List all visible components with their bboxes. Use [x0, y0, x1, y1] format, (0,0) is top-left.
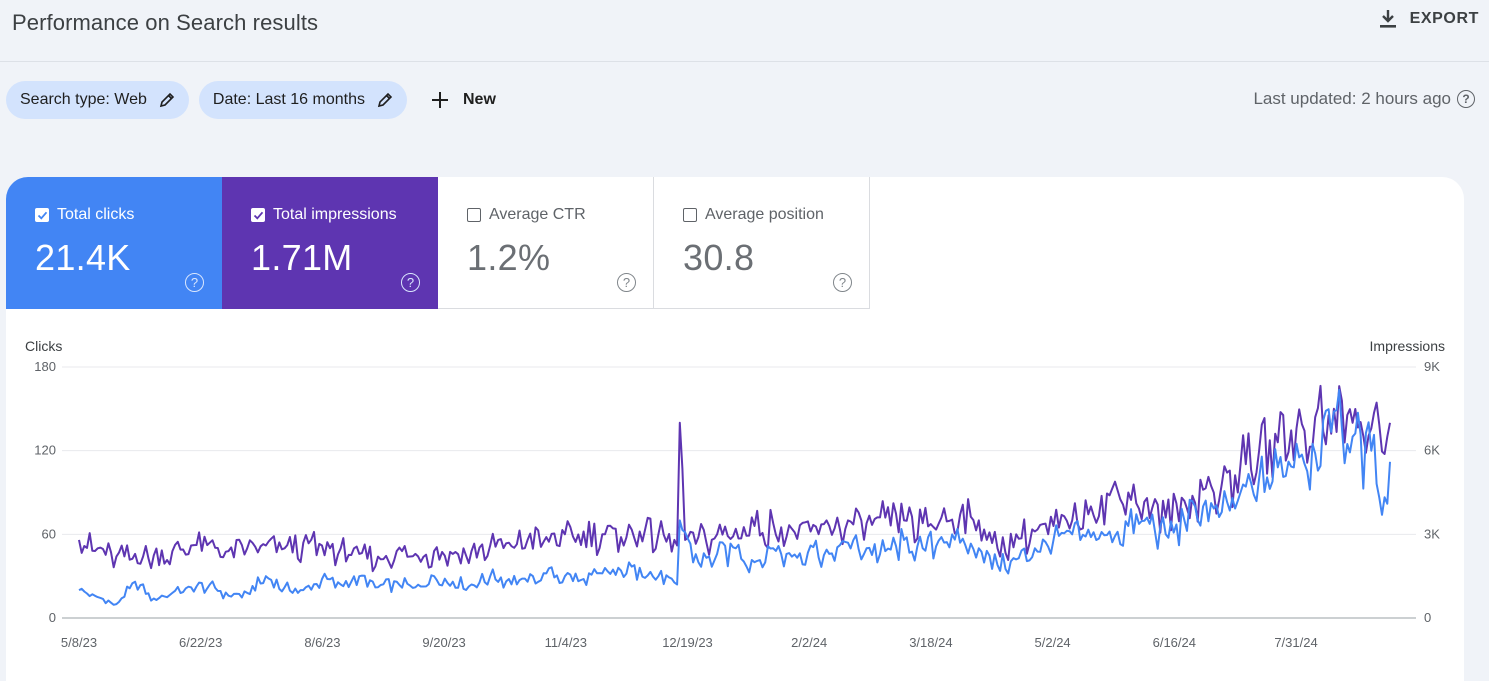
total-clicks-value: 21.4K: [35, 237, 131, 278]
right-axis-tick-label: 9K: [1424, 359, 1440, 374]
help-icon[interactable]: ?: [833, 273, 852, 292]
total-impressions-checkbox[interactable]: [251, 208, 265, 222]
search-type-filter-label: Search type: Web: [20, 91, 147, 108]
average-position-checkbox[interactable]: [683, 208, 697, 222]
x-axis-tick-label: 5/8/23: [61, 635, 97, 650]
right-axis-tick-label: 3K: [1424, 526, 1440, 541]
x-axis-tick-label: 8/6/23: [304, 635, 340, 650]
total-clicks-checkbox[interactable]: [35, 208, 49, 222]
check-icon: [253, 211, 263, 220]
x-axis-tick-label: 6/16/24: [1153, 635, 1196, 650]
download-icon: [1379, 10, 1396, 28]
edit-pencil-icon: [159, 92, 175, 108]
page-title: Performance on Search results: [12, 10, 319, 35]
total-clicks-label-row: Total clicks: [35, 206, 134, 224]
export-label: EXPORT: [1409, 10, 1479, 27]
metric-tabs: Total clicks 21.4K ? Total impressions 1…: [6, 177, 870, 309]
left-axis-title: Clicks: [25, 338, 62, 354]
x-axis-tick-label: 7/31/24: [1274, 635, 1317, 650]
average-position-value: 30.8: [683, 237, 755, 278]
date-filter-label: Date: Last 16 months: [212, 91, 365, 108]
average-position-label: Average position: [705, 206, 824, 223]
left-axis-tick-label: 60: [42, 526, 56, 541]
new-filter-label: New: [462, 91, 496, 108]
edit-pencil-icon: [377, 92, 393, 108]
average-position-label-row: Average position: [683, 206, 824, 224]
clicks-series-line: [78, 388, 1391, 606]
total-impressions-label: Total impressions: [273, 206, 397, 223]
right-axis-tick-label: 6K: [1424, 443, 1440, 458]
help-icon[interactable]: ?: [617, 273, 636, 292]
check-icon: [37, 211, 47, 220]
right-axis-title: Impressions: [1370, 338, 1445, 354]
performance-card: 180 9K 120 6K 60 3K 0 0 Clicks Impressions 5/8/23 6…: [6, 177, 1464, 681]
last-updated-text: Last updated: 2 hours ago: [1253, 89, 1451, 108]
last-updated: Last updated: 2 hours ago ?: [1253, 89, 1475, 109]
total-clicks-label: Total clicks: [57, 206, 135, 223]
total-impressions-label-row: Total impressions: [251, 206, 397, 224]
average-ctr-label-row: Average CTR: [467, 206, 586, 224]
impressions-series-line: [78, 384, 1391, 573]
help-icon[interactable]: ?: [185, 273, 204, 292]
help-icon[interactable]: ?: [1457, 90, 1475, 108]
average-ctr-label: Average CTR: [489, 206, 586, 223]
right-axis-tick-label: 0: [1424, 610, 1431, 625]
x-axis-tick-label: 3/18/24: [909, 635, 952, 650]
average-ctr-checkbox[interactable]: [467, 208, 481, 222]
total-clicks-metric-card[interactable]: Total clicks 21.4K ?: [6, 177, 222, 309]
search-type-filter-chip[interactable]: Search type: Web: [6, 81, 189, 119]
plus-icon: [431, 92, 448, 108]
performance-chart: 180 9K 120 6K 60 3K 0 0 Clicks Impressions 5/8/23 6…: [25, 338, 1445, 650]
total-impressions-value: 1.71M: [251, 237, 353, 278]
x-axis-tick-label: 9/20/23: [422, 635, 465, 650]
filter-bar: Search type: Web Date: Last 16 months Ne…: [6, 81, 508, 119]
export-button[interactable]: EXPORT: [1378, 8, 1479, 30]
date-filter-chip[interactable]: Date: Last 16 months: [198, 81, 407, 119]
average-ctr-metric-card[interactable]: Average CTR 1.2% ?: [438, 177, 654, 309]
x-axis-tick-label: 5/2/24: [1035, 635, 1071, 650]
left-axis-tick-label: 120: [34, 443, 56, 458]
x-axis-tick-label: 11/4/23: [545, 635, 587, 650]
left-axis-tick-label: 180: [34, 359, 56, 374]
help-icon[interactable]: ?: [401, 273, 420, 292]
page-header: Performance on Search results EXPORT: [0, 0, 1489, 62]
total-impressions-metric-card[interactable]: Total impressions 1.71M ?: [222, 177, 438, 309]
new-filter-button[interactable]: New: [417, 81, 508, 119]
average-position-metric-card[interactable]: Average position 30.8 ?: [654, 177, 870, 309]
left-axis-tick-label: 0: [49, 610, 56, 625]
average-ctr-value: 1.2%: [467, 237, 551, 278]
x-axis-tick-label: 12/19/23: [662, 635, 713, 650]
x-axis-tick-label: 6/22/23: [179, 635, 222, 650]
x-axis-tick-label: 2/2/24: [791, 635, 827, 650]
